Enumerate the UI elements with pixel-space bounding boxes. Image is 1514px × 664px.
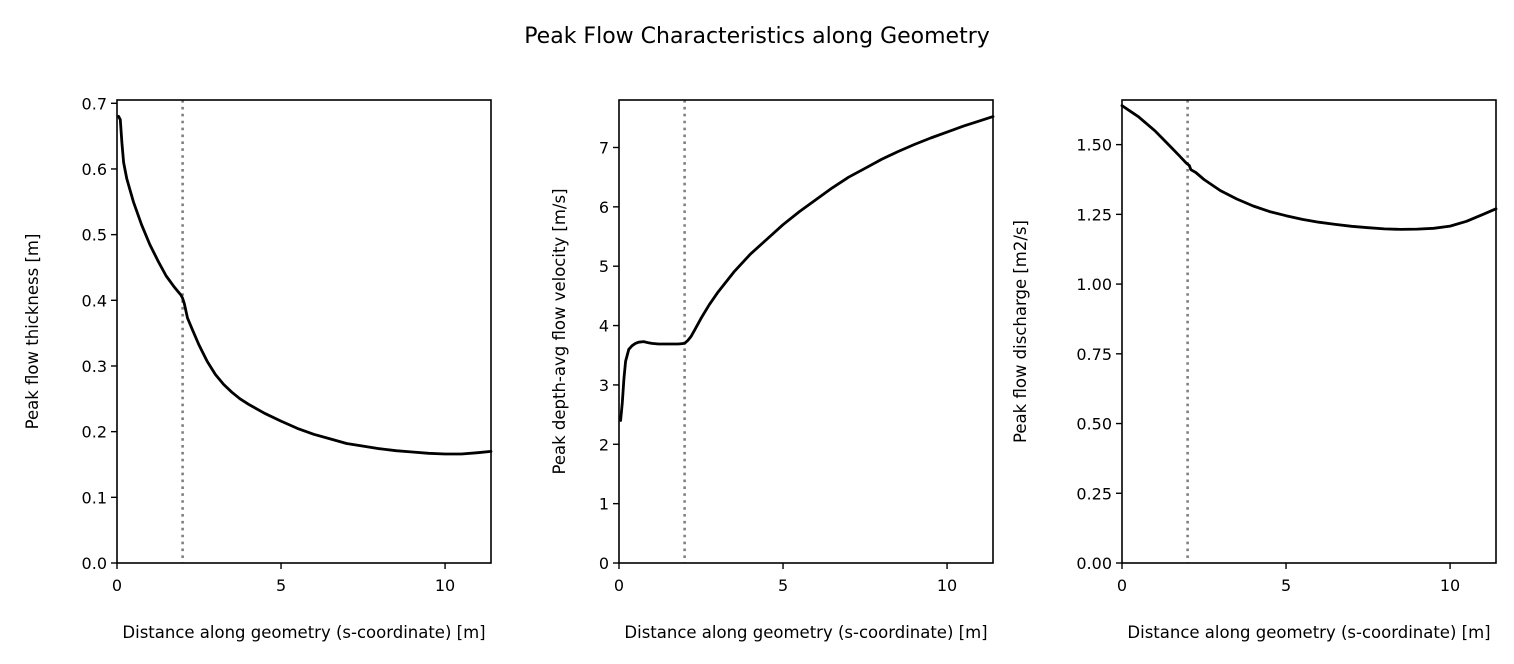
y-tick-label: 4 xyxy=(599,317,609,336)
axes-frame xyxy=(1121,99,1497,564)
x-tick-label: 0 xyxy=(112,576,122,595)
subplot-peak-flow-velocity: 0 5 10 0 1 2 3 4 5 6 7 Distance along geometry (s-… xyxy=(550,99,995,642)
x-tick-label: 5 xyxy=(1281,576,1291,595)
figure-title: Peak Flow Characteristics along Geometry xyxy=(524,24,990,49)
axes-frame xyxy=(618,99,994,564)
y-tick-label: 1.50 xyxy=(1076,136,1112,155)
x-tick-label: 0 xyxy=(1117,576,1127,595)
y-tick-label: 0.3 xyxy=(82,357,107,376)
y-tick-label: 5 xyxy=(599,257,609,276)
series-line xyxy=(619,115,995,422)
y-tick-label: 0.75 xyxy=(1076,345,1112,364)
y-tick-label: 6 xyxy=(599,198,609,217)
y-tick-label: 0.0 xyxy=(82,554,107,573)
y-tick-label: 1.00 xyxy=(1076,275,1112,294)
y-tick-label: 0 xyxy=(599,554,609,573)
y-axis-label: Peak flow discharge [m2/s] xyxy=(1011,220,1030,443)
y-tick-label: 1.25 xyxy=(1076,205,1112,224)
x-tick-label: 10 xyxy=(1440,576,1460,595)
series-line xyxy=(1120,104,1498,231)
series-line xyxy=(117,115,493,456)
y-tick-label: 0.4 xyxy=(82,291,107,310)
y-tick-label: 0.7 xyxy=(82,94,107,113)
x-axis-label: Distance along geometry (s-coordinate) [… xyxy=(624,623,987,642)
x-tick-label: 10 xyxy=(937,576,957,595)
subplot-peak-flow-thickness: 0 5 10 0.0 0.1 0.2 0.3 0.4 0.5 0.6 0.7 Distance al… xyxy=(23,94,493,642)
y-tick-label: 0.25 xyxy=(1076,484,1112,503)
axes-frame xyxy=(116,99,492,564)
x-axis-label: Distance along geometry (s-coordinate) [… xyxy=(1127,623,1490,642)
y-tick-label: 1 xyxy=(599,495,609,514)
y-tick-label: 3 xyxy=(599,376,609,395)
y-tick-label: 0.5 xyxy=(82,226,107,245)
y-tick-label: 7 xyxy=(599,138,609,157)
x-tick-label: 5 xyxy=(276,576,286,595)
y-tick-label: 0.00 xyxy=(1076,554,1112,573)
x-axis-label: Distance along geometry (s-coordinate) [… xyxy=(122,623,485,642)
y-tick-label: 2 xyxy=(599,435,609,454)
y-tick-label: 0.1 xyxy=(82,488,107,507)
x-tick-label: 5 xyxy=(778,576,788,595)
x-tick-label: 0 xyxy=(614,576,624,595)
x-tick-label: 10 xyxy=(435,576,455,595)
y-tick-label: 0.6 xyxy=(82,160,107,179)
y-axis-label: Peak depth-avg flow velocity [m/s] xyxy=(550,188,569,474)
y-tick-label: 0.2 xyxy=(82,423,107,442)
subplot-peak-flow-discharge: 0 5 10 0.00 0.25 0.50 0.75 1.00 1.25 1.50 Distanc… xyxy=(1011,99,1498,642)
y-tick-label: 0.50 xyxy=(1076,415,1112,434)
y-axis-label: Peak flow thickness [m] xyxy=(23,234,42,430)
